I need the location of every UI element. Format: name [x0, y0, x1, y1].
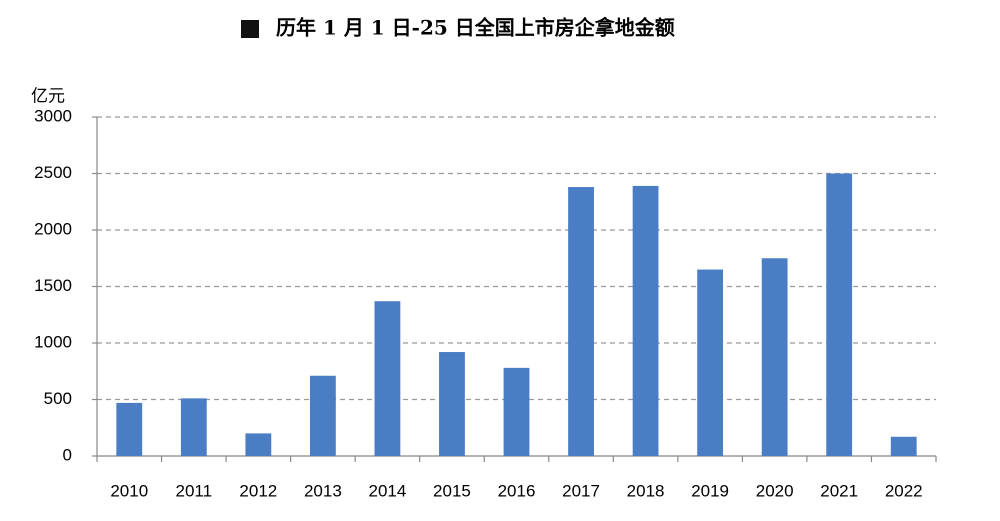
- bar: [503, 367, 530, 456]
- x-tick-label: 2018: [627, 481, 665, 500]
- x-tick-label: 2015: [433, 481, 471, 500]
- bar: [245, 433, 272, 456]
- x-tick-label: 2022: [885, 481, 923, 500]
- bar: [826, 173, 853, 456]
- x-tick-label: 2010: [110, 481, 148, 500]
- bar: [374, 301, 401, 456]
- x-tick-label: 2021: [820, 481, 858, 500]
- bar: [890, 436, 917, 456]
- y-axis-label: 亿元: [31, 86, 65, 105]
- bar: [116, 402, 143, 456]
- x-tick-label: 2016: [498, 481, 536, 500]
- bar: [761, 258, 788, 456]
- title-bullet: [241, 20, 259, 38]
- bar: [632, 185, 659, 456]
- y-tick-label: 1500: [34, 276, 72, 295]
- x-tick-label: 2011: [176, 481, 213, 500]
- y-tick-label: 2500: [34, 163, 72, 182]
- x-tick-label: 2012: [239, 481, 277, 500]
- bar: [309, 375, 336, 456]
- chart-title: 历年 1 月 1 日-25 日全国上市房企拿地金额: [276, 16, 675, 40]
- y-tick-label: 3000: [34, 106, 72, 125]
- bar: [697, 269, 724, 456]
- x-tick-label: 2017: [562, 481, 600, 500]
- x-tick-label: 2014: [369, 481, 407, 500]
- y-tick-label: 1000: [34, 332, 72, 351]
- x-tick-label: 2019: [691, 481, 729, 500]
- y-tick-label: 2000: [34, 219, 72, 238]
- bar: [568, 187, 594, 456]
- x-tick-label: 2020: [756, 481, 794, 500]
- y-tick-label: 500: [44, 389, 72, 408]
- bar: [439, 352, 465, 456]
- y-tick-label: 0: [63, 445, 72, 464]
- bar: [180, 398, 207, 456]
- x-tick-label: 2013: [304, 481, 342, 500]
